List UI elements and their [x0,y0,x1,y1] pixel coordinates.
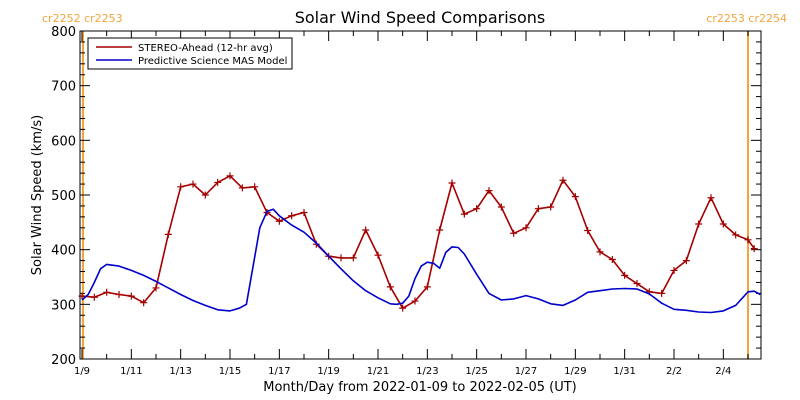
data-point-marker [485,187,493,195]
data-point-marker [349,254,357,262]
data-point-marker [670,266,678,274]
data-point-marker [750,245,758,253]
carrington-label-left: cr2252 cr2253 [42,12,123,25]
data-point-marker [732,231,740,239]
data-point-marker [201,191,209,199]
series-line-mas-model [81,208,761,314]
data-point-marker [658,289,666,297]
x-tick-label: 2/4 [715,366,731,377]
data-point-marker [695,220,703,228]
data-point-marker [719,220,727,228]
x-axis-label: Month/Day from 2022-01-09 to 2022-02-05 … [263,380,576,395]
series-line-stereo [81,175,755,309]
x-tick-label: 1/29 [564,366,586,377]
data-point-marker [460,210,468,218]
data-point-marker [226,172,234,180]
data-point-marker [411,297,419,305]
data-point-marker [337,254,345,262]
data-point-marker [164,230,172,238]
x-tick-label: 1/31 [613,366,635,377]
x-tick-label: 1/21 [367,366,389,377]
data-point-marker [275,217,283,225]
x-tick-label: 1/27 [515,366,537,377]
x-tick-label: 1/9 [74,366,90,377]
data-point-marker [238,184,246,192]
data-point-marker [473,205,481,213]
y-tick-label: 400 [51,244,76,259]
data-point-marker [140,299,148,307]
data-point-marker [510,229,518,237]
x-tick-label: 1/25 [465,366,487,377]
data-point-marker [608,256,616,264]
legend-label-stereo: STEREO-Ahead (12-hr avg) [138,43,273,54]
data-point-marker [584,227,592,235]
data-point-marker [386,283,394,291]
carrington-label-right: cr2253 cr2254 [706,12,787,25]
plot-frame [79,30,762,360]
legend: STEREO-Ahead (12-hr avg) Predictive Scie… [87,37,293,70]
data-point-marker [448,179,456,187]
data-point-marker [189,180,197,188]
data-point-marker [177,183,185,191]
data-point-marker [633,280,641,288]
chart-title: Solar Wind Speed Comparisons [295,8,546,27]
y-tick-label: 800 [51,25,76,40]
data-point-marker [744,236,752,244]
data-point-marker [300,208,308,216]
x-tick-label: 1/11 [120,366,142,377]
y-tick-label: 500 [51,189,76,204]
data-point-marker [103,288,111,296]
data-point-marker [423,283,431,291]
data-point-marker [621,271,629,279]
data-point-marker [90,293,98,301]
x-tick-label: 1/19 [317,366,339,377]
data-point-marker [547,203,555,211]
y-tick-label: 300 [51,298,76,313]
data-point-marker [559,176,567,184]
legend-label-mas-model: Predictive Science MAS Model [138,56,287,67]
x-tick-label: 1/23 [416,366,438,377]
data-point-marker [497,203,505,211]
y-tick-label: 200 [51,353,76,368]
axis-tick-layer: 1/9 1/11 1/13 1/15 1/17 1/19 1/21 1/23 1/25 1/27 1… [51,25,761,377]
data-point-marker [399,304,407,312]
y-tick-label: 700 [51,80,76,95]
data-point-marker [127,292,135,300]
data-point-marker [374,251,382,259]
y-axis-label: Solar Wind Speed (km/s) [30,115,45,275]
legend-box [87,37,293,70]
data-point-marker [707,194,715,202]
x-tick-label: 2/2 [666,366,682,377]
x-tick-label: 1/17 [268,366,290,377]
data-point-marker [522,224,530,232]
series-layer [78,172,761,314]
data-point-marker [571,193,579,201]
data-point-marker [152,284,160,292]
data-point-marker [596,248,604,256]
x-tick-label: 1/15 [219,366,241,377]
data-point-marker [534,205,542,213]
y-tick-label: 600 [51,134,76,149]
x-tick-label: 1/13 [169,366,191,377]
data-point-marker [362,226,370,234]
data-point-marker [682,257,690,265]
data-point-marker [436,226,444,234]
data-point-marker [251,183,259,191]
data-point-marker [115,290,123,298]
data-point-marker [288,212,296,220]
data-point-marker [214,178,222,186]
